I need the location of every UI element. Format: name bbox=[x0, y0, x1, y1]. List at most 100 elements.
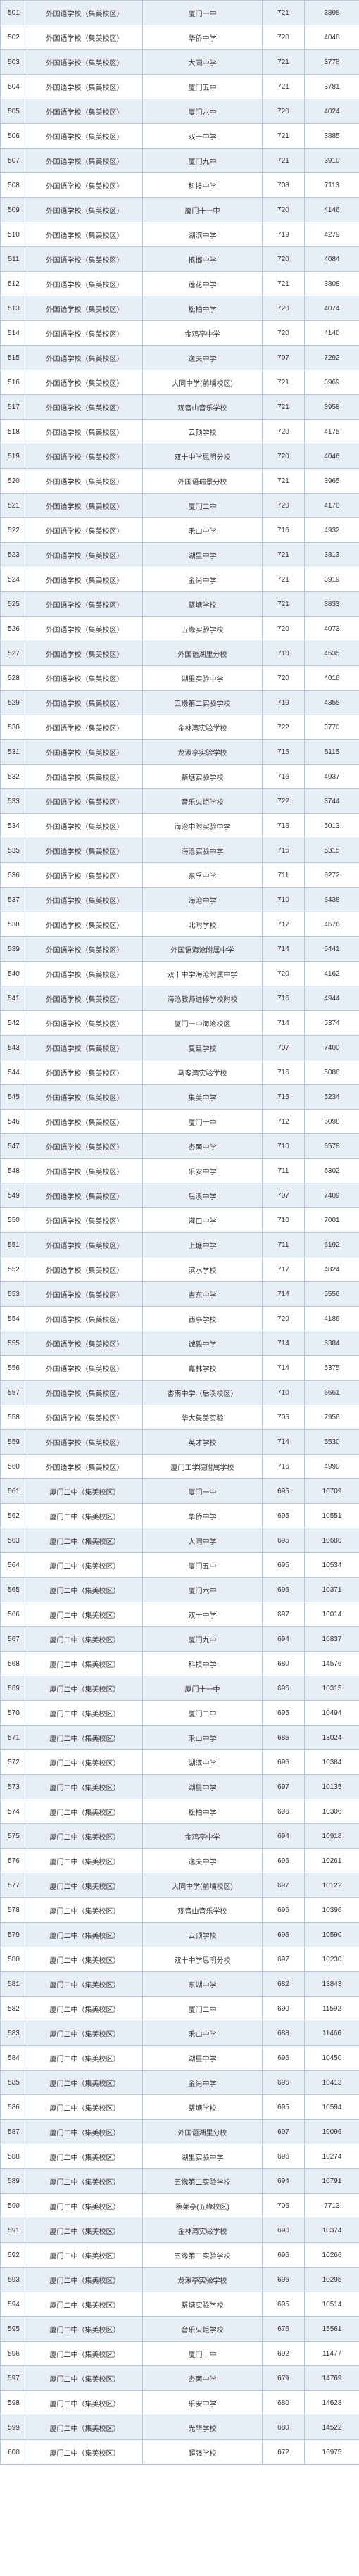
cell: 厦门二中（集美校区） bbox=[27, 1799, 143, 1824]
cell: 577 bbox=[1, 1873, 27, 1898]
table-row: 545外国语学校（集美校区）集美中学7155234 bbox=[1, 1085, 359, 1110]
school-data-table: 501外国语学校（集美校区）厦门一中7213898502外国语学校（集美校区）华… bbox=[0, 0, 359, 2465]
cell: 591 bbox=[1, 2218, 27, 2243]
cell: 516 bbox=[1, 370, 27, 395]
cell: 厦门二中（集美校区） bbox=[27, 1824, 143, 1849]
cell: 厦门五中 bbox=[143, 75, 263, 99]
cell: 5234 bbox=[305, 1085, 359, 1110]
cell: 721 bbox=[263, 149, 305, 173]
cell: 蔡塘学校 bbox=[143, 592, 263, 617]
cell: 720 bbox=[263, 962, 305, 986]
cell: 4048 bbox=[305, 25, 359, 50]
cell: 722 bbox=[263, 789, 305, 814]
cell: 外国语湖里分校 bbox=[143, 641, 263, 666]
cell: 金林湾实验学校 bbox=[143, 2218, 263, 2243]
cell: 6272 bbox=[305, 863, 359, 888]
table-row: 558外国语学校（集美校区）华大集美实验7057956 bbox=[1, 1405, 359, 1430]
cell: 厦门二中 bbox=[143, 1997, 263, 2021]
cell: 712 bbox=[263, 1110, 305, 1134]
cell: 3833 bbox=[305, 592, 359, 617]
cell: 720 bbox=[263, 198, 305, 222]
table-row: 590厦门二中（集美校区）蔡莱亭(五缘校区)7067713 bbox=[1, 2194, 359, 2218]
cell: 555 bbox=[1, 1331, 27, 1356]
cell: 16975 bbox=[305, 2440, 359, 2465]
cell: 576 bbox=[1, 1849, 27, 1873]
cell: 697 bbox=[263, 1947, 305, 1972]
cell: 厦门二中（集美校区） bbox=[27, 2366, 143, 2391]
cell: 观音山音乐学校 bbox=[143, 1898, 263, 1923]
cell: 金尚中学 bbox=[143, 2071, 263, 2095]
cell: 562 bbox=[1, 1504, 27, 1528]
cell: 外国语学校（集美校区） bbox=[27, 592, 143, 617]
cell: 厦门二中（集美校区） bbox=[27, 1578, 143, 1602]
cell: 11592 bbox=[305, 1997, 359, 2021]
cell: 721 bbox=[263, 272, 305, 296]
cell: 外国语学校（集美校区） bbox=[27, 1233, 143, 1257]
cell: 715 bbox=[263, 1085, 305, 1110]
cell: 519 bbox=[1, 444, 27, 469]
cell: 厦门九中 bbox=[143, 149, 263, 173]
table-row: 535外国语学校（集美校区）海沧实验中学7155315 bbox=[1, 838, 359, 863]
cell: 4944 bbox=[305, 986, 359, 1011]
cell: 529 bbox=[1, 691, 27, 715]
cell: 6438 bbox=[305, 888, 359, 912]
cell: 厦门二中（集美校区） bbox=[27, 1750, 143, 1775]
cell: 590 bbox=[1, 2194, 27, 2218]
cell: 4355 bbox=[305, 691, 359, 715]
cell: 西亭学校 bbox=[143, 1307, 263, 1331]
cell: 589 bbox=[1, 2169, 27, 2194]
cell: 东孚中学 bbox=[143, 863, 263, 888]
cell: 外国语瑞景分校 bbox=[143, 469, 263, 494]
cell: 714 bbox=[263, 1430, 305, 1455]
cell: 4932 bbox=[305, 518, 359, 543]
table-row: 591厦门二中（集美校区）金林湾实验学校69610374 bbox=[1, 2218, 359, 2243]
cell: 厦门二中（集美校区） bbox=[27, 2342, 143, 2366]
cell: 外国语学校（集美校区） bbox=[27, 986, 143, 1011]
cell: 英才学校 bbox=[143, 1430, 263, 1455]
cell: 3885 bbox=[305, 124, 359, 149]
cell: 521 bbox=[1, 494, 27, 518]
cell: 596 bbox=[1, 2342, 27, 2366]
cell: 3898 bbox=[305, 1, 359, 25]
cell: 697 bbox=[263, 1873, 305, 1898]
cell: 外国语学校（集美校区） bbox=[27, 1381, 143, 1405]
cell: 720 bbox=[263, 666, 305, 691]
cell: 双十中学海沧附属中学 bbox=[143, 962, 263, 986]
table-row: 561厦门二中（集美校区）厦门一中69510709 bbox=[1, 1479, 359, 1504]
cell: 5530 bbox=[305, 1430, 359, 1455]
cell: 外国语学校（集美校区） bbox=[27, 321, 143, 346]
cell: 707 bbox=[263, 1183, 305, 1208]
cell: 大同中学(前埔校区) bbox=[143, 370, 263, 395]
cell: 697 bbox=[263, 1775, 305, 1799]
cell: 厦门十一中 bbox=[143, 198, 263, 222]
cell: 10371 bbox=[305, 1578, 359, 1602]
cell: 双十中学 bbox=[143, 1602, 263, 1627]
table-row: 530外国语学校（集美校区）金林湾实验学校7223770 bbox=[1, 715, 359, 740]
cell: 大同中学(前埔校区) bbox=[143, 1873, 263, 1898]
cell: 厦门十中 bbox=[143, 1110, 263, 1134]
cell: 外国语学校（集美校区） bbox=[27, 518, 143, 543]
cell: 720 bbox=[263, 99, 305, 124]
cell: 3778 bbox=[305, 50, 359, 75]
cell: 588 bbox=[1, 2144, 27, 2169]
cell: 10534 bbox=[305, 1553, 359, 1578]
cell: 外国语学校（集美校区） bbox=[27, 1011, 143, 1036]
cell: 510 bbox=[1, 222, 27, 247]
cell: 厦门九中 bbox=[143, 1627, 263, 1652]
cell: 逸夫中学 bbox=[143, 346, 263, 370]
cell: 557 bbox=[1, 1381, 27, 1405]
table-row: 534外国语学校（集美校区）海沧中附实验中学7165013 bbox=[1, 814, 359, 838]
cell: 525 bbox=[1, 592, 27, 617]
cell: 外国语学校（集美校区） bbox=[27, 1307, 143, 1331]
cell: 外国语学校（集美校区） bbox=[27, 247, 143, 272]
cell: 厦门十一中 bbox=[143, 1676, 263, 1701]
cell: 695 bbox=[263, 1528, 305, 1553]
table-row: 548外国语学校（集美校区）乐安中学7116302 bbox=[1, 1159, 359, 1183]
cell: 10014 bbox=[305, 1602, 359, 1627]
cell: 禾山中学 bbox=[143, 518, 263, 543]
cell: 695 bbox=[263, 2095, 305, 2120]
cell: 华侨中学 bbox=[143, 1504, 263, 1528]
cell: 厦门二中（集美校区） bbox=[27, 1701, 143, 1726]
cell: 外国语学校（集美校区） bbox=[27, 149, 143, 173]
cell: 厦门二中（集美校区） bbox=[27, 2194, 143, 2218]
